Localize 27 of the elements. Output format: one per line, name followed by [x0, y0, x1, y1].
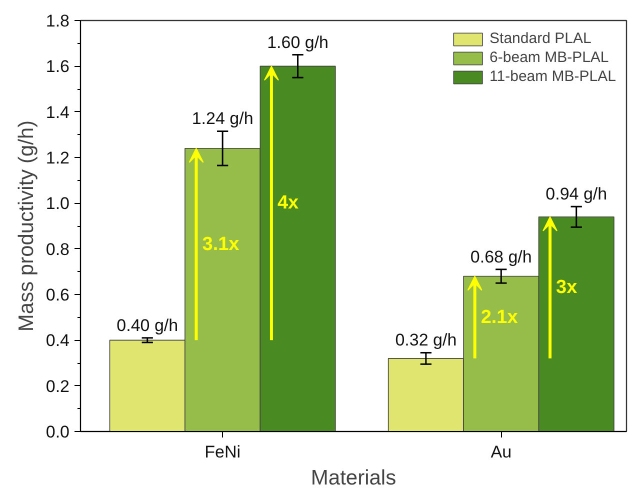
annotation: 3x	[556, 277, 578, 298]
legend-label: 6-beam MB-PLAL	[490, 49, 609, 66]
data-label: 1.24 g/h	[192, 109, 254, 128]
y-tick-label: 0.0	[46, 422, 70, 442]
y-tick-label: 0.4	[46, 331, 70, 350]
legend-label: Standard PLAL	[490, 30, 592, 47]
y-tick-label: 0.8	[46, 240, 70, 259]
data-label: 0.32 g/h	[395, 330, 457, 350]
annotation: 2.1x	[480, 306, 518, 328]
data-label: 1.60 g/h	[267, 32, 329, 52]
y-tick-label: 1.4	[46, 102, 70, 122]
y-axis-title: Mass productivity (g/h)	[14, 120, 38, 332]
data-label: 0.68 g/h	[470, 247, 532, 266]
annotation: 3.1x	[202, 234, 240, 255]
x-axis-title: Materials	[310, 466, 396, 490]
y-tick-label: 1.6	[46, 57, 70, 76]
y-tick-label: 0.6	[46, 286, 70, 304]
annotation: 4x	[277, 192, 300, 214]
y-tick-label: 1.8	[46, 12, 70, 30]
data-label: 0.40 g/h	[116, 316, 178, 335]
y-tick-label: 0.2	[46, 376, 70, 396]
data-label: 0.94 g/h	[546, 184, 608, 204]
y-tick-label: 1.2	[46, 148, 70, 168]
legend-label: 11-beam MB-PLAL	[490, 68, 616, 85]
y-tick-label: 1.0	[46, 194, 70, 214]
x-tick-label: FeNi	[204, 442, 241, 462]
x-tick-label: Au	[490, 442, 512, 462]
